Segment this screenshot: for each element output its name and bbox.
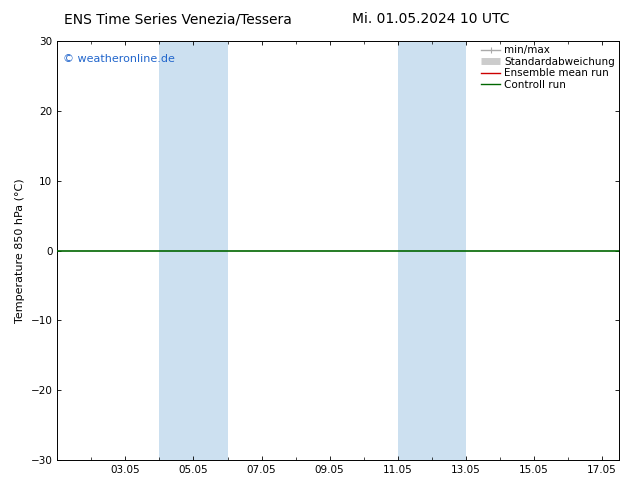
- Bar: [159, 41, 228, 460]
- Text: ENS Time Series Venezia/Tessera: ENS Time Series Venezia/Tessera: [63, 12, 292, 26]
- Y-axis label: Temperature 850 hPa (°C): Temperature 850 hPa (°C): [15, 178, 25, 323]
- Text: Mi. 01.05.2024 10 UTC: Mi. 01.05.2024 10 UTC: [353, 12, 510, 26]
- Legend: min/max, Standardabweichung, Ensemble mean run, Controll run: min/max, Standardabweichung, Ensemble me…: [479, 43, 617, 92]
- Bar: [398, 41, 466, 460]
- Text: © weatheronline.de: © weatheronline.de: [63, 53, 175, 64]
